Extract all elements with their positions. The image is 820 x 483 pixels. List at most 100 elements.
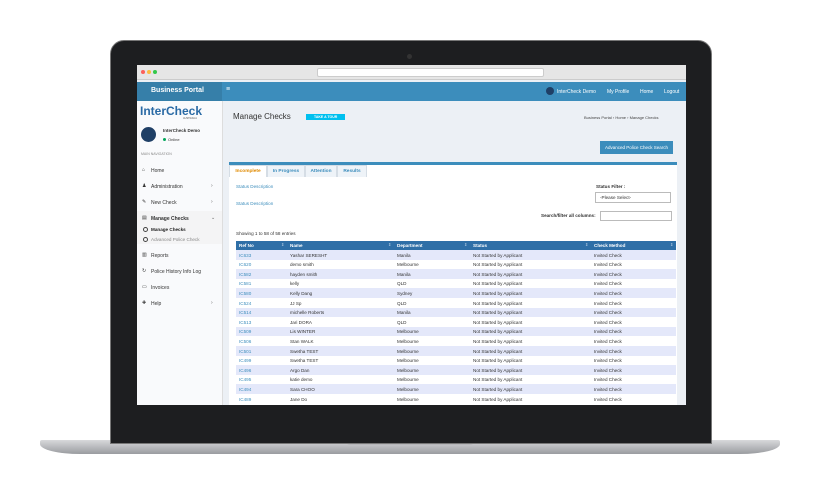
table-cell: Invited Check [594,262,622,268]
top-link[interactable]: Logout [664,89,680,95]
table-cell: Kelly Dang [290,290,313,296]
data-table: Ref No ⇕ Name ⇕ Department ⇕ Status ⇕ Check Meth… [236,241,676,405]
nav-item[interactable]: ⌂ Home [137,163,222,177]
nav-item[interactable]: ▭ Invoices [137,280,222,294]
status-link[interactable]: Status Description [236,201,274,206]
nav-arrow: ⌄ [211,214,216,221]
table-cell: katie demo [290,377,313,383]
brand[interactable]: Business Portal [151,87,204,94]
ref-link[interactable]: IC499 [239,358,252,364]
tab[interactable]: In Progress [267,165,305,177]
table-cell: Lis WINTER [290,329,316,335]
nav-item[interactable]: ▤ Manage Checks ⌄ [137,211,222,225]
sub-nav-bullet [143,236,148,242]
ref-link[interactable]: IC582 [239,271,252,277]
ref-link[interactable]: IC506 [239,338,252,344]
sub-nav-item[interactable]: Advanced Police Check [137,234,222,244]
ref-link[interactable]: IC509 [239,329,252,335]
table-cell: Invited Check [594,338,622,344]
search-input[interactable] [600,211,672,221]
sidebar: InterCheck AUSTRALIA InterCheck Demo Onl… [137,101,223,405]
nav-label[interactable]: Invoices [151,284,170,291]
table-cell: Not Started by Applicant [473,377,523,383]
nav-item[interactable]: ▥ Reports [137,248,222,262]
logo: InterCheck [140,104,203,118]
nav-label[interactable]: New Check [151,199,177,206]
user-avatar [546,87,554,95]
top-link[interactable]: My Profile [607,89,630,95]
table-cell: Not Started by Applicant [473,386,523,392]
nav-label[interactable]: Reports [151,252,169,259]
nav-item[interactable]: ✎ New Check › [137,195,222,209]
table-cell: Invited Check [594,348,622,354]
nav-label[interactable]: Help [151,300,162,307]
address-bar[interactable] [317,68,544,77]
tour-button[interactable]: TAKE A TOUR [306,114,346,120]
table-cell: Invited Check [594,386,622,392]
ref-link[interactable]: IC496 [239,367,252,373]
logo-sub: AUSTRALIA [183,117,197,120]
table-row: IC506 Stan WALK Melbourne Not Started by Ap… [236,336,676,346]
nav-label[interactable]: Administration [151,183,183,190]
nav-label[interactable]: Police History Info Log [151,268,202,275]
table-row: IC581 kelly QLD Not Started by Applicant Inv… [236,278,676,289]
table-cell: Invited Check [594,329,622,335]
sub-nav-label[interactable]: Advanced Police Check [151,236,200,242]
brand-box [137,82,222,101]
tab[interactable]: Attention [305,165,337,177]
table-cell: Manila [397,271,411,277]
table-row: IC524 JJ Sp QLD Not Started by Applicant Inv… [236,298,676,308]
column-header[interactable]: Name [290,243,303,248]
ref-link[interactable]: IC581 [239,281,252,287]
table-cell: Invited Check [594,252,622,258]
table-cell: Manila [397,310,411,316]
sub-nav-label[interactable]: Manage Checks [151,226,186,232]
breadcrumb-item: Manage Checks [629,115,659,120]
ref-link[interactable]: IC501 [239,348,252,354]
table-cell: QLD [397,319,407,325]
table-cell: Not Started by Applicant [473,367,523,373]
nav-item[interactable]: ✚ Help › [137,296,222,310]
menu-toggle[interactable]: ≡ [226,86,231,93]
ref-link[interactable]: IC580 [239,290,252,296]
sort-icon: ⇕ [464,242,468,247]
tab[interactable]: Incomplete [229,165,267,177]
ref-link[interactable]: IC495 [239,377,252,383]
column-header[interactable]: Department [397,243,423,248]
ref-link[interactable]: IC620 [239,262,252,268]
table-cell: Invited Check [594,377,622,383]
sub-nav-bullet [143,226,148,232]
column-header[interactable]: Check Method [594,243,626,248]
ref-link[interactable]: IC489 [239,396,252,402]
table-cell: Swetha TEST [290,358,319,364]
column-header[interactable]: Status [473,243,488,248]
table-cell: Sydney [397,290,413,296]
table-cell: Swetha TEST [290,348,319,354]
tab[interactable]: Results [337,165,367,177]
ref-link[interactable]: IC524 [239,300,252,306]
breadcrumb-item[interactable]: Business Portal [584,115,612,120]
column-header[interactable]: Ref No [239,243,254,248]
nav-item[interactable]: ↻ Police History Info Log [137,264,222,278]
top-nav: Business Portal ≡ InterCheck Demo My Pro… [137,82,686,101]
ref-link[interactable]: IC633 [239,252,252,258]
nav-label[interactable]: Manage Checks [151,215,189,222]
status-link[interactable]: Status Description [236,184,274,189]
breadcrumb-item[interactable]: Home [615,115,627,120]
top-link[interactable]: Home [640,89,654,95]
ref-link[interactable]: IC494 [239,386,252,392]
nav-label[interactable]: Home [151,167,165,174]
window-dot [141,70,145,74]
ref-link[interactable]: IC514 [239,310,252,316]
status-select[interactable]: -Please Select- [595,192,671,203]
user-name[interactable]: InterCheck Demo [557,89,596,95]
sub-nav-item[interactable]: Manage Checks [137,224,222,234]
table-row: IC499 Swetha TEST Melbourne Not Started by … [236,355,676,366]
table-cell: Invited Check [594,396,622,402]
nav-arrow: › [211,299,213,306]
table-row: IC582 hayden smith Manila Not Started by Ap… [236,269,676,279]
ref-link[interactable]: IC513 [239,319,252,325]
nav-item[interactable]: ♟ Administration › [137,179,222,193]
advanced-search-button[interactable]: Advanced Police Check Search [600,141,674,154]
table-cell: Invited Check [594,281,622,287]
